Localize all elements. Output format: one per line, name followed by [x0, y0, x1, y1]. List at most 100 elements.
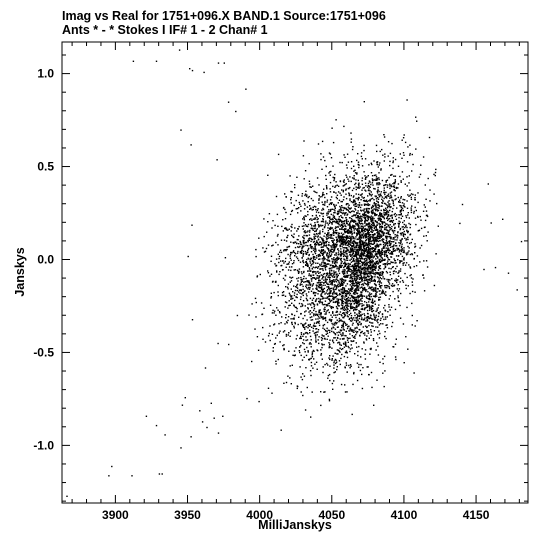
data-point	[318, 290, 320, 292]
data-point	[376, 244, 379, 246]
data-point	[307, 270, 309, 272]
data-point	[280, 265, 282, 267]
data-point	[339, 266, 342, 268]
data-point	[368, 248, 370, 250]
data-point	[363, 213, 365, 215]
data-point	[357, 297, 359, 299]
data-point	[380, 234, 382, 236]
data-point	[375, 293, 377, 295]
data-point	[373, 289, 375, 291]
data-point	[285, 286, 287, 288]
data-point	[370, 224, 373, 226]
data-point	[353, 175, 355, 177]
data-point	[353, 272, 355, 275]
data-point	[407, 348, 409, 350]
data-point	[343, 258, 345, 260]
data-point	[294, 253, 297, 255]
data-point	[376, 150, 378, 153]
data-point	[399, 317, 402, 319]
data-point	[350, 238, 353, 240]
data-point	[343, 355, 346, 358]
data-point	[354, 241, 356, 243]
data-point	[423, 290, 426, 292]
data-point	[401, 279, 404, 282]
data-point	[228, 343, 230, 346]
data-point	[310, 223, 312, 225]
data-point	[360, 363, 362, 366]
data-point	[343, 265, 346, 268]
data-point	[353, 246, 356, 248]
data-point	[371, 265, 373, 267]
data-point	[407, 214, 409, 216]
data-point	[357, 354, 359, 357]
data-point	[324, 313, 326, 315]
data-point	[361, 183, 364, 185]
data-point	[304, 232, 306, 234]
data-point	[322, 277, 324, 279]
data-point	[379, 258, 381, 260]
data-point	[357, 303, 359, 305]
data-point	[317, 321, 320, 323]
data-point	[367, 256, 369, 258]
data-point	[323, 226, 326, 229]
data-point	[345, 208, 348, 210]
data-point	[302, 325, 304, 327]
data-point	[338, 232, 341, 235]
data-point	[399, 270, 402, 272]
data-point	[364, 250, 366, 252]
data-point	[360, 273, 362, 275]
data-point	[307, 258, 310, 260]
data-point	[334, 243, 337, 245]
data-point	[303, 348, 306, 351]
data-point	[366, 215, 368, 218]
data-point	[308, 286, 310, 289]
data-point	[379, 299, 381, 301]
data-point	[371, 386, 373, 389]
data-point	[396, 288, 398, 290]
data-point	[395, 358, 397, 361]
data-point	[348, 314, 351, 316]
data-point	[298, 235, 300, 237]
data-point	[389, 244, 391, 246]
data-point	[403, 250, 405, 252]
data-point	[424, 206, 426, 208]
data-point	[326, 304, 328, 306]
data-point	[372, 270, 374, 272]
data-point	[382, 154, 384, 156]
data-point	[316, 177, 319, 179]
chart-subtitle: Ants * - * Stokes I IF# 1 - 2 Chan# 1	[62, 23, 268, 37]
data-point	[372, 235, 374, 237]
data-point	[356, 305, 358, 308]
data-point	[366, 268, 369, 270]
data-point	[418, 176, 421, 178]
data-point	[362, 287, 364, 290]
data-point	[351, 234, 353, 236]
data-point	[334, 247, 336, 249]
data-point	[360, 251, 363, 253]
data-point	[343, 287, 346, 289]
data-point	[354, 277, 356, 280]
data-point	[358, 312, 361, 315]
data-point	[328, 292, 330, 294]
data-point	[328, 298, 331, 300]
data-point	[323, 328, 326, 330]
data-point	[361, 242, 363, 244]
data-point	[294, 246, 297, 249]
data-point	[287, 253, 289, 256]
data-point	[356, 274, 358, 276]
data-point	[295, 296, 297, 298]
data-point	[326, 338, 328, 340]
data-point	[302, 317, 304, 320]
data-point	[366, 186, 369, 188]
data-point	[389, 220, 391, 222]
data-point	[363, 272, 365, 274]
data-point	[299, 351, 301, 354]
data-point	[336, 184, 338, 186]
data-point	[343, 313, 346, 315]
data-point	[326, 199, 329, 201]
data-point	[406, 161, 409, 163]
data-point	[267, 174, 269, 176]
data-point	[365, 190, 367, 192]
data-point	[360, 210, 363, 212]
data-point	[383, 268, 385, 270]
